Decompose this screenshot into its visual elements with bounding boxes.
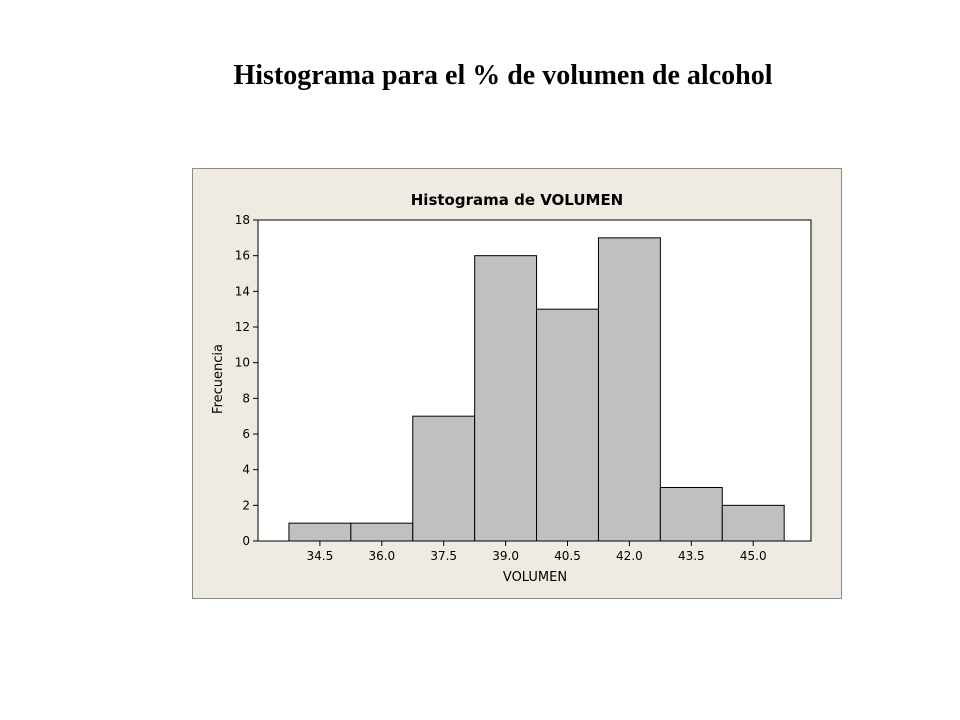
x-tick-label-7: 45.0 bbox=[740, 549, 767, 563]
slide-title: Histograma para el % de volumen de alcoh… bbox=[233, 60, 773, 91]
x-axis: 34.5 36.0 37.5 39.0 40.5 42.0 43.5 45.0 bbox=[307, 541, 767, 563]
y-tick-label-6: 12 bbox=[235, 320, 250, 334]
y-tick-label-3: 6 bbox=[242, 427, 250, 441]
histogram-bar-4 bbox=[536, 308, 599, 542]
y-tick-label-1: 2 bbox=[242, 498, 250, 512]
y-tick-label-9: 18 bbox=[235, 213, 250, 227]
histogram-bar-1 bbox=[350, 522, 414, 542]
histogram-bar-5 bbox=[597, 237, 661, 542]
histogram-bar-3 bbox=[474, 255, 538, 542]
y-tick-label-4: 8 bbox=[242, 391, 250, 405]
histogram-bar-0 bbox=[288, 522, 352, 542]
y-tick-label-5: 10 bbox=[235, 356, 250, 370]
histogram-bar-7 bbox=[721, 504, 785, 542]
x-tick-label-3: 39.0 bbox=[492, 549, 519, 563]
x-tick-label-0: 34.5 bbox=[307, 549, 334, 563]
x-tick-label-4: 40.5 bbox=[554, 549, 581, 563]
y-tick-label-2: 4 bbox=[242, 463, 250, 477]
y-axis: 0 2 4 6 8 10 12 14 16 18 bbox=[235, 213, 258, 548]
y-tick-label-7: 14 bbox=[235, 284, 250, 298]
y-tick-label-8: 16 bbox=[235, 249, 250, 263]
y-axis-label: Frecuencia bbox=[211, 344, 226, 414]
histogram-bar-2 bbox=[412, 415, 476, 542]
chart-title: Histograma de VOLUMEN bbox=[411, 191, 624, 209]
x-tick-label-6: 43.5 bbox=[678, 549, 705, 563]
x-tick-label-2: 37.5 bbox=[430, 549, 457, 563]
x-tick-label-1: 36.0 bbox=[368, 549, 395, 563]
x-axis-label: VOLUMEN bbox=[503, 570, 567, 585]
histogram-bar-6 bbox=[659, 487, 723, 542]
y-tick-label-0: 0 bbox=[242, 534, 250, 548]
bars-group bbox=[288, 237, 785, 542]
histogram-chart: Histograma de VOLUMEN 0 2 4 6 8 10 12 14 16 18 34… bbox=[192, 168, 842, 599]
x-tick-label-5: 42.0 bbox=[616, 549, 643, 563]
